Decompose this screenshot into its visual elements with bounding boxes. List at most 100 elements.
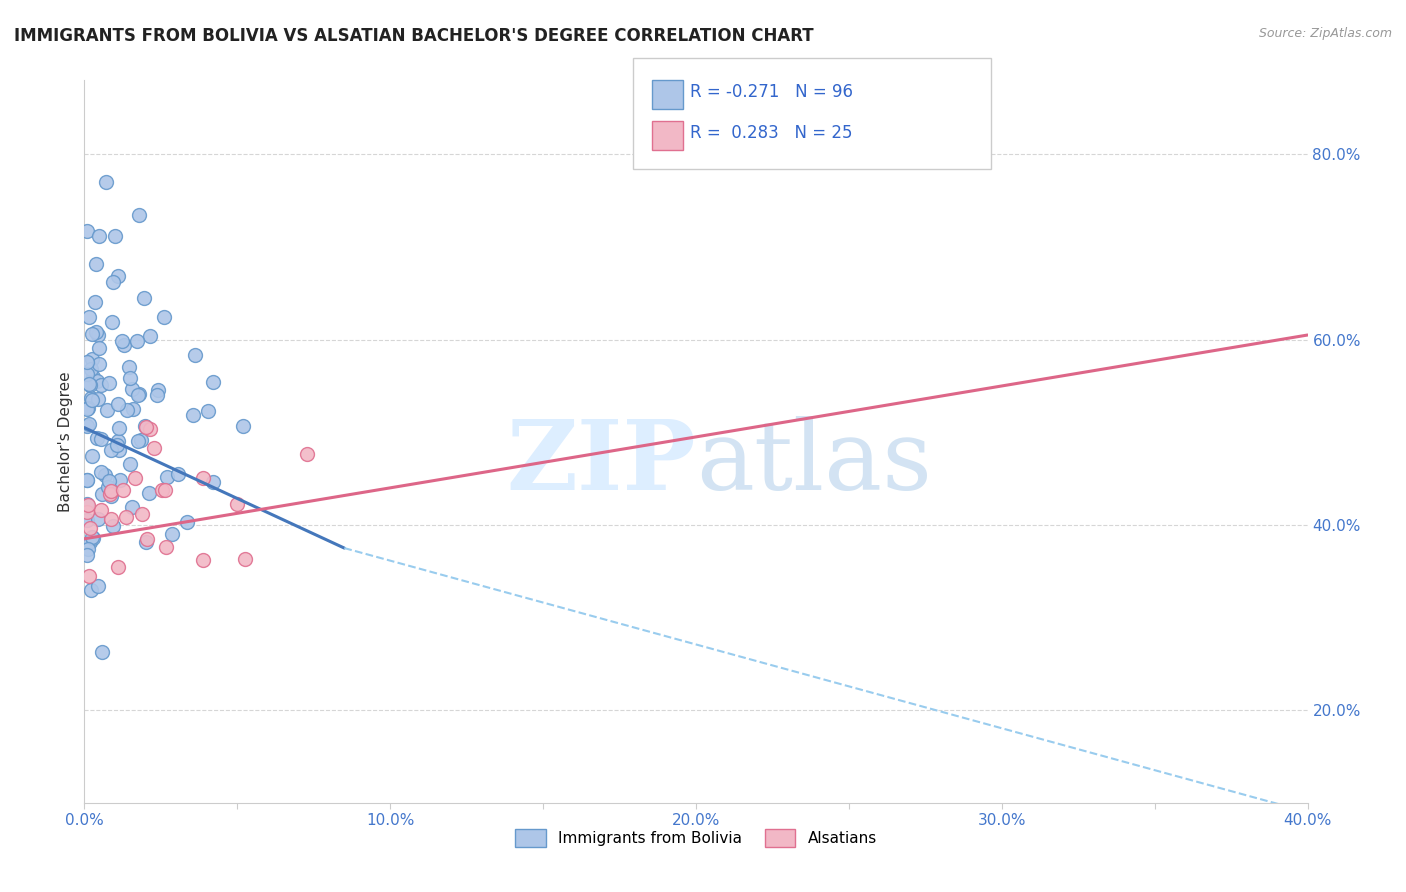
Point xyxy=(76,474,98,488)
Text: ZIP: ZIP xyxy=(506,417,696,510)
Point xyxy=(100,315,122,329)
Point xyxy=(162,527,184,541)
Point xyxy=(128,388,150,402)
Point xyxy=(132,291,155,305)
Point xyxy=(79,378,101,392)
Point xyxy=(127,434,149,448)
Point xyxy=(155,540,177,554)
Point xyxy=(76,542,98,557)
Point xyxy=(100,483,122,498)
Text: atlas: atlas xyxy=(696,417,932,510)
Point xyxy=(103,275,125,289)
Point xyxy=(86,579,108,593)
Point xyxy=(112,338,135,352)
Point xyxy=(87,341,110,355)
Point xyxy=(80,362,103,376)
Point xyxy=(86,392,108,406)
Point xyxy=(76,224,98,238)
Point xyxy=(197,404,219,418)
Point xyxy=(124,471,146,485)
Point xyxy=(77,499,100,513)
Point xyxy=(125,334,148,349)
Point xyxy=(77,417,100,431)
Point xyxy=(135,535,157,549)
Point xyxy=(76,548,98,562)
Point xyxy=(183,408,205,422)
Point xyxy=(129,434,152,448)
Point xyxy=(79,534,101,549)
Point xyxy=(98,376,121,390)
Point xyxy=(108,442,131,457)
Text: Source: ZipAtlas.com: Source: ZipAtlas.com xyxy=(1258,27,1392,40)
Point xyxy=(101,518,124,533)
Point xyxy=(90,432,112,446)
Point xyxy=(82,531,104,545)
Point xyxy=(111,483,134,498)
Point xyxy=(153,310,176,324)
Point xyxy=(76,419,98,434)
Point xyxy=(94,175,117,189)
Point xyxy=(139,422,162,436)
Point xyxy=(98,486,121,500)
Y-axis label: Bachelor's Degree: Bachelor's Degree xyxy=(58,371,73,512)
Point xyxy=(107,434,129,448)
Point xyxy=(84,294,107,309)
Point xyxy=(128,208,150,222)
Point xyxy=(120,370,142,384)
Point xyxy=(153,483,176,498)
Point xyxy=(80,529,103,543)
Point xyxy=(146,383,169,397)
Point xyxy=(82,327,104,342)
Point xyxy=(90,503,112,517)
Point xyxy=(295,447,318,461)
Point xyxy=(118,457,141,471)
Point xyxy=(76,497,98,511)
Point xyxy=(86,431,108,445)
Point xyxy=(87,327,110,342)
Point xyxy=(104,229,127,244)
Point xyxy=(77,569,100,583)
Point xyxy=(82,369,104,384)
Point xyxy=(139,329,162,343)
Point xyxy=(201,375,224,389)
Point xyxy=(86,374,108,388)
Point xyxy=(97,479,120,493)
Point xyxy=(115,402,138,417)
Point xyxy=(146,388,169,402)
Point xyxy=(131,507,153,521)
Text: R = -0.271   N = 96: R = -0.271 N = 96 xyxy=(690,83,853,101)
Point xyxy=(76,473,98,487)
Point xyxy=(110,334,132,348)
Text: IMMIGRANTS FROM BOLIVIA VS ALSATIAN BACHELOR'S DEGREE CORRELATION CHART: IMMIGRANTS FROM BOLIVIA VS ALSATIAN BACH… xyxy=(14,27,814,45)
Point xyxy=(134,419,156,434)
Point xyxy=(77,377,100,392)
Point xyxy=(94,467,117,482)
Point xyxy=(80,449,103,463)
Point xyxy=(138,486,160,500)
Point xyxy=(77,310,100,324)
Point xyxy=(98,474,121,488)
Point xyxy=(80,352,103,367)
Point xyxy=(96,402,118,417)
Point xyxy=(135,419,157,434)
Point xyxy=(150,483,173,497)
Point xyxy=(90,465,112,479)
Point xyxy=(77,401,100,416)
Point xyxy=(118,360,141,375)
Point xyxy=(193,470,215,484)
Point xyxy=(76,401,98,416)
Point xyxy=(107,421,129,435)
Point xyxy=(167,467,190,482)
Point xyxy=(156,470,179,484)
Point xyxy=(136,532,159,546)
Legend: Immigrants from Bolivia, Alsatians: Immigrants from Bolivia, Alsatians xyxy=(509,823,883,853)
Point xyxy=(91,487,114,501)
Point xyxy=(114,510,136,524)
Point xyxy=(90,645,112,659)
Point xyxy=(121,401,143,416)
Text: R =  0.283   N = 25: R = 0.283 N = 25 xyxy=(690,124,853,142)
Point xyxy=(84,257,107,271)
Point xyxy=(107,269,129,284)
Point xyxy=(76,355,98,369)
Point xyxy=(90,377,112,392)
